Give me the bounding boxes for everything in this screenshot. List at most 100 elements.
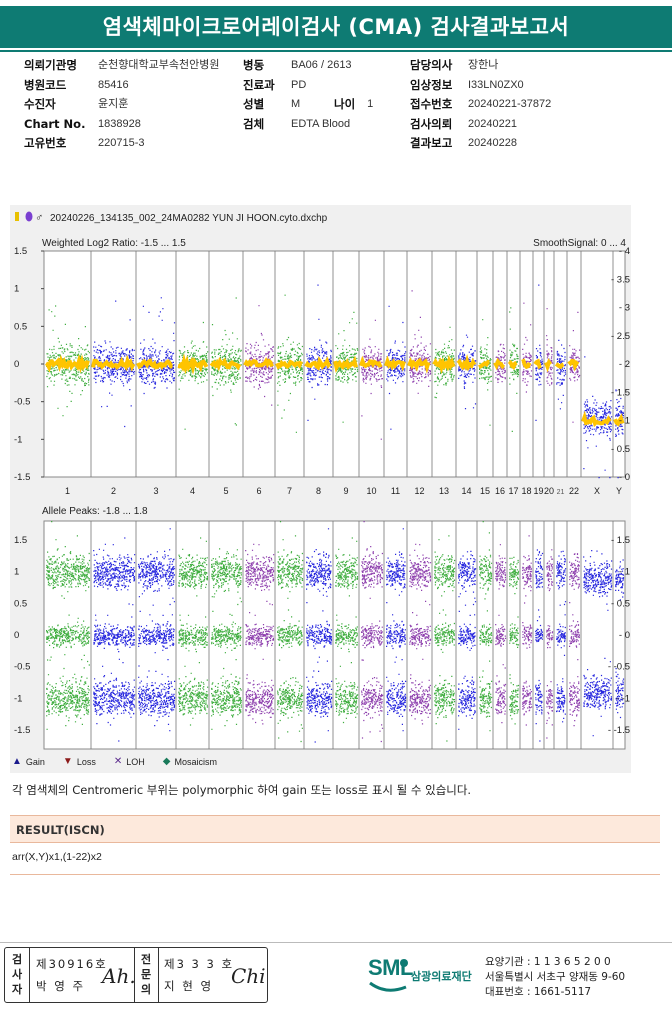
info-value: I33LN0ZX0	[468, 78, 524, 91]
y2-tick-label: - 0.5	[611, 444, 630, 455]
info-value: PD	[291, 78, 307, 91]
allele-points-chr12	[409, 543, 432, 725]
allele-points-chr6	[245, 543, 275, 725]
info-label: 병원코드	[24, 77, 67, 92]
log2-points-chr22	[569, 311, 581, 423]
chr-label-21: 21	[557, 489, 565, 496]
chr-label-13: 13	[439, 486, 449, 496]
smooth-signal-chr19	[533, 358, 542, 370]
info-value: 20240228	[468, 137, 517, 150]
allele-y2-tick-label: - 1.5	[611, 535, 630, 546]
chr-label-Y: Y	[616, 486, 622, 496]
allele-points-chr8	[306, 528, 333, 743]
smooth-signal-chr15	[478, 359, 490, 369]
chr-label-10: 10	[366, 486, 376, 496]
smooth-signal-chr17	[507, 359, 518, 370]
allele-points-chr17	[509, 556, 520, 725]
info-value: 1838928	[98, 117, 141, 130]
smooth-signal-chrX	[581, 410, 612, 428]
y-tick-label: 1	[14, 284, 19, 295]
y-tick-label: -0.5	[14, 397, 30, 408]
allele-y2-tick-label: - -1.5	[608, 725, 630, 736]
log2-points-chr9	[335, 311, 359, 423]
smooth-signal-chr11	[384, 355, 406, 372]
allele-points-chr13	[434, 535, 456, 742]
chr-label-7: 7	[287, 486, 292, 496]
chr-label-12: 12	[414, 486, 424, 496]
info-value: 85416	[98, 78, 129, 91]
info-col-2: 병동 BA06 / 2613 진료과 PD 성별 M 검체 EDTA Blood	[243, 56, 352, 134]
log2-ratio-label: Weighted Log2 Ratio: -1.5 ... 1.5	[42, 238, 186, 249]
result-iscn: arr(X,Y)x1,(1-22)x2	[10, 843, 660, 875]
centromere-note: 각 염색체의 Centromeric 부위는 polymorphic 하여 ga…	[12, 783, 472, 797]
allele-y-tick-label: -1	[14, 693, 22, 704]
allele-y2-tick-label: - 0	[619, 630, 630, 641]
gain-triangle-up-icon: ▲	[12, 756, 22, 767]
info-value: BA06 / 2613	[291, 59, 352, 72]
allele-points-chr21	[556, 550, 567, 723]
info-label: 수진자	[24, 97, 56, 112]
sml-logo-text: SML	[368, 955, 413, 980]
smooth-signal-chr5	[209, 356, 242, 372]
smooth-signal-chr9	[333, 355, 358, 373]
smooth-signal-chr4	[177, 353, 209, 375]
legend-loh: ✕ LOH	[113, 756, 145, 768]
smooth-signal-chr13	[432, 354, 456, 375]
male-icon: ♂	[35, 212, 43, 224]
y2-tick-label: - 3.5	[611, 274, 630, 285]
info-row: 병원코드 85416	[24, 76, 219, 96]
info-row: 검사의뢰 20240221	[410, 115, 551, 135]
info-row: Chart No. 1838928	[24, 115, 219, 135]
allele-y2-tick-label: - 1	[619, 567, 630, 578]
chr-label-8: 8	[316, 486, 321, 496]
y2-tick-label: - 1.5	[611, 387, 630, 398]
info-row: 결과보고 20240228	[410, 134, 551, 154]
info-value: 220715-3	[98, 137, 145, 150]
info-col-1: 의뢰기관명 순천향대학교부속천안병원 병원코드 85416 수진자 윤지훈 Chart No…	[24, 56, 219, 154]
smooth-signal-chr2	[91, 354, 136, 372]
allele-points-chr22	[569, 553, 581, 727]
chr-label-15: 15	[480, 486, 490, 496]
smooth-signal-chr10	[359, 355, 383, 369]
log2-points-chr13	[434, 326, 456, 399]
tester-signature: Ah.	[102, 964, 136, 988]
info-label: 검체	[243, 116, 265, 131]
smooth-signal-chrY	[613, 413, 625, 427]
smooth-signal-chr6	[243, 357, 274, 369]
allele-y-tick-label: 1.5	[14, 535, 27, 546]
log2-points-chr8	[306, 284, 332, 421]
allele-points-chrX	[583, 550, 613, 737]
info-label: 임상정보	[410, 77, 453, 92]
info-value: M	[291, 98, 301, 111]
chr-label-6: 6	[256, 486, 261, 496]
allele-y2-tick-label: - 0.5	[611, 598, 630, 609]
org-name: 삼광의료재단	[411, 970, 472, 983]
log2-points-chr17	[509, 307, 520, 432]
log2-points-chr6	[245, 305, 274, 406]
org-address: 요양기관 : 1 1 3 6 5 2 0 0 서울특별시 서초구 양재동 9-6…	[485, 956, 626, 998]
allele-y-tick-label: 0.5	[14, 598, 27, 609]
allele-points-chr9	[335, 537, 359, 724]
title-rule	[0, 50, 672, 52]
info-label: 성별	[243, 97, 265, 112]
footer-rule	[0, 942, 672, 943]
allele-points-chr14	[458, 550, 477, 730]
y2-tick-label: - 3	[619, 303, 630, 314]
info-value: 장한나	[468, 59, 499, 72]
info-label: 결과보고	[410, 136, 453, 151]
y2-tick-label: - 2	[619, 359, 630, 370]
info-value: 20240221-37872	[468, 98, 552, 111]
info-value: 20240221	[468, 117, 517, 130]
chr-label-16: 16	[495, 486, 505, 496]
info-label: 고유번호	[24, 136, 67, 151]
info-col-3: 담당의사 장한나 임상정보 I33LN0ZX0 접수번호 20240221-37872 검사…	[410, 56, 551, 154]
cma-plot-svg: 20240226_134135_002_24MA0282 YUN JI HOON…	[14, 211, 630, 750]
allele-points-chrY	[615, 559, 625, 719]
smooth-signal-chr20	[544, 358, 553, 373]
info-row: 담당의사 장한나	[410, 56, 551, 76]
y-tick-label: 0	[14, 359, 19, 370]
sml-logo-icon	[369, 959, 408, 992]
cma-plot-panel: 20240226_134135_002_24MA0282 YUN JI HOON…	[10, 205, 631, 773]
